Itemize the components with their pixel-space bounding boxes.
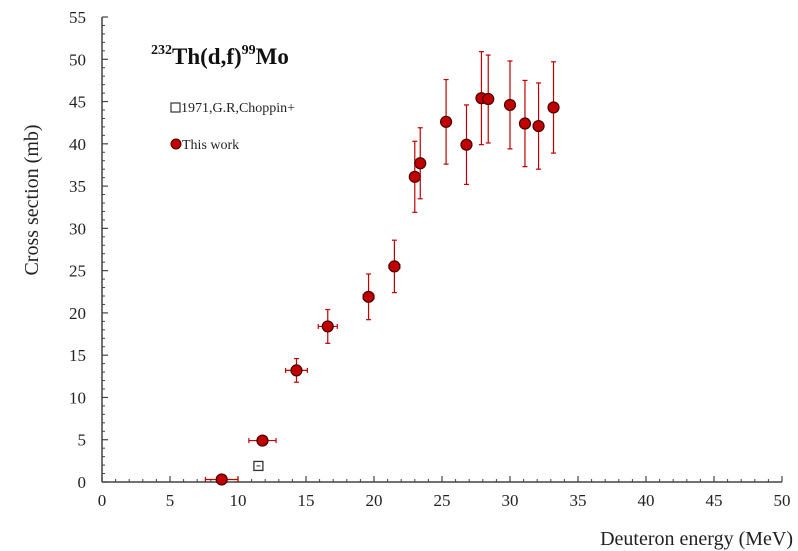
- title-reaction: Th(d,f): [172, 44, 242, 69]
- legend-marker-this-work: [170, 138, 182, 150]
- legend: 1971,G.R,Choppin+ This work: [170, 101, 295, 153]
- chart-title: 232Th(d,f)99Mo: [151, 43, 289, 69]
- this-work-data-point: [482, 92, 495, 106]
- x-axis-label: Deuteron energy (MeV): [600, 528, 793, 550]
- y-tick-label: 50: [69, 50, 86, 69]
- title-product-mass: 99: [242, 43, 256, 58]
- y-tick-label: 40: [69, 135, 86, 154]
- x-tick-label: 50: [774, 491, 791, 510]
- y-axis-ticks: 0 5 10 15 20 25 30 35 40 45 50 55: [69, 8, 108, 492]
- this-work-data-point: [362, 290, 375, 303]
- y-axis-label: Cross section (mb): [21, 124, 43, 275]
- x-tick-label: 35: [570, 491, 587, 510]
- x-tick-label: 15: [298, 491, 315, 510]
- x-tick-label: 5: [166, 491, 175, 510]
- x-tick-label: 30: [502, 491, 519, 510]
- y-tick-label: 55: [69, 8, 86, 27]
- title-mass-number: 232: [151, 43, 172, 58]
- y-tick-label: 35: [69, 177, 86, 196]
- x-axis-ticks: 0 5 10 15 20 25 30 35 40 45 50: [98, 476, 791, 510]
- x-tick-label: 45: [706, 491, 723, 510]
- data-series: [204, 51, 560, 486]
- x-tick-label: 0: [98, 491, 107, 510]
- x-tick-label: 20: [366, 491, 383, 510]
- title-product: Mo: [256, 44, 289, 69]
- y-tick-label: 0: [78, 473, 87, 492]
- this-work-data-point: [388, 260, 401, 273]
- this-work-data-point: [215, 473, 228, 486]
- y-tick-label: 10: [69, 388, 86, 407]
- this-work-data-point: [256, 434, 269, 447]
- y-tick-label: 25: [69, 262, 86, 281]
- this-work-data-point: [321, 320, 334, 333]
- this-work-data-point: [547, 101, 560, 114]
- this-work-data-point: [439, 115, 453, 128]
- legend-marker-choppin: [170, 102, 181, 113]
- this-work-data-point: [518, 117, 532, 130]
- y-tick-label: 15: [69, 346, 86, 365]
- x-tick-label: 10: [230, 491, 247, 510]
- y-tick-label: 5: [78, 431, 87, 450]
- this-work-data-point: [290, 364, 303, 377]
- y-tick-label: 30: [69, 219, 86, 238]
- x-tick-label: 25: [434, 491, 451, 510]
- y-tick-label: 45: [69, 93, 86, 112]
- y-tick-label: 20: [69, 304, 86, 323]
- this-work-data-point: [532, 119, 545, 133]
- this-work-data-point: [414, 157, 427, 170]
- this-work-data-point: [408, 170, 421, 183]
- this-work-data-point: [460, 138, 473, 151]
- legend-label-choppin: 1971,G.R,Choppin+: [181, 101, 295, 116]
- this-work-data-point: [503, 98, 517, 112]
- legend-label-this-work: This work: [182, 138, 239, 153]
- x-tick-label: 40: [638, 491, 655, 510]
